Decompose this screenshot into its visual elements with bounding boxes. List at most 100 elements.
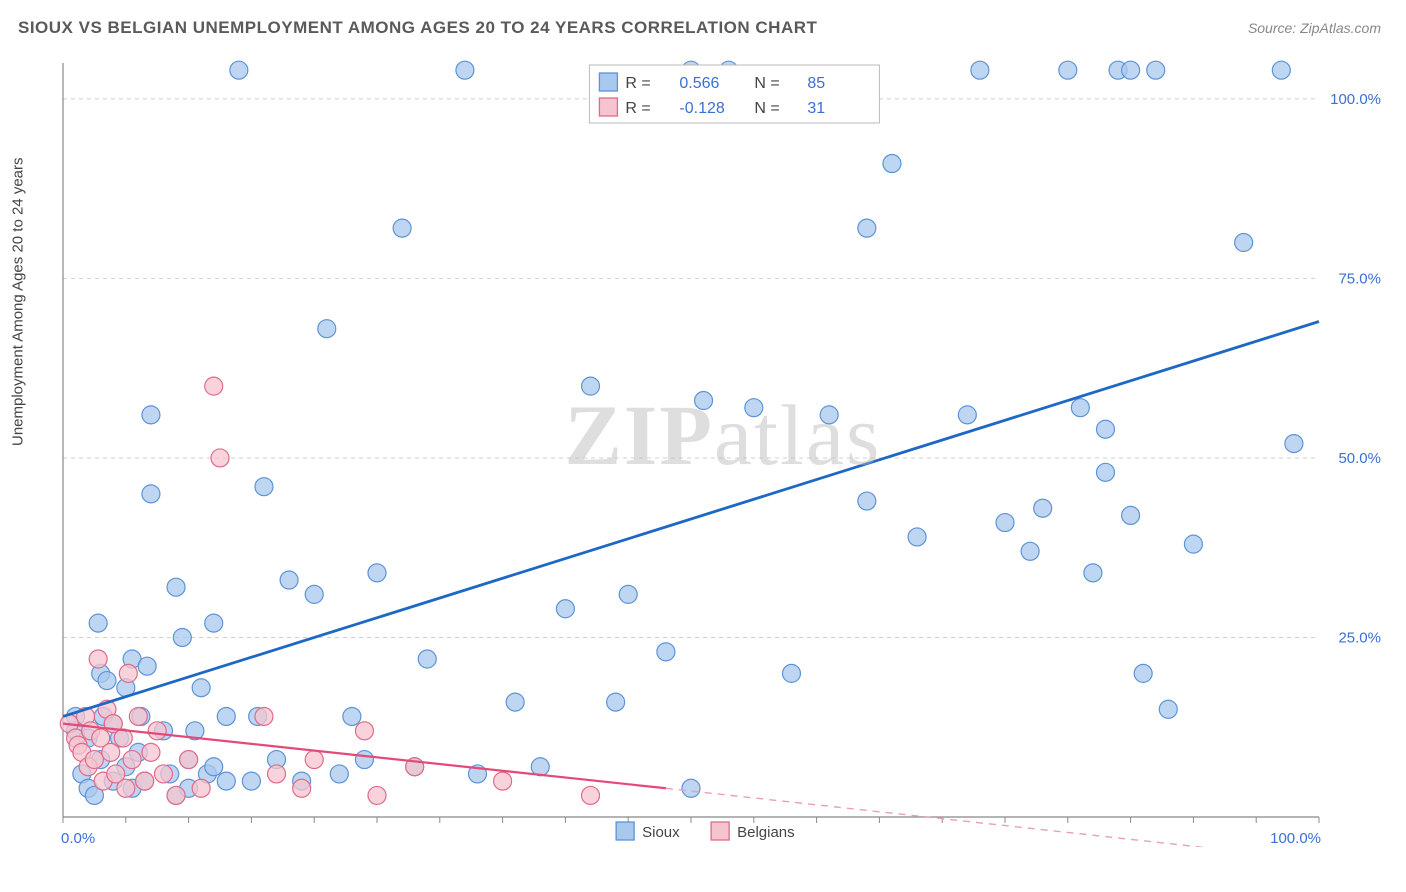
data-point-belgians bbox=[85, 751, 103, 769]
data-point-belgians bbox=[180, 751, 198, 769]
data-point-sioux bbox=[368, 564, 386, 582]
data-point-sioux bbox=[330, 765, 348, 783]
data-point-belgians bbox=[167, 786, 185, 804]
data-point-sioux bbox=[1084, 564, 1102, 582]
data-point-sioux bbox=[205, 614, 223, 632]
data-point-sioux bbox=[305, 585, 323, 603]
data-point-sioux bbox=[1059, 61, 1077, 79]
data-point-sioux bbox=[242, 772, 260, 790]
data-point-sioux bbox=[1096, 463, 1114, 481]
data-point-sioux bbox=[456, 61, 474, 79]
data-point-sioux bbox=[506, 693, 524, 711]
data-point-belgians bbox=[129, 707, 147, 725]
y-tick-label: 25.0% bbox=[1338, 629, 1381, 646]
data-point-sioux bbox=[98, 672, 116, 690]
data-point-belgians bbox=[117, 779, 135, 797]
data-point-belgians bbox=[192, 779, 210, 797]
data-point-sioux bbox=[230, 61, 248, 79]
x-tick-label-max: 100.0% bbox=[1270, 830, 1321, 847]
data-point-sioux bbox=[1184, 535, 1202, 553]
data-point-sioux bbox=[682, 779, 700, 797]
data-point-sioux bbox=[1272, 61, 1290, 79]
data-point-sioux bbox=[908, 528, 926, 546]
data-point-sioux bbox=[138, 657, 156, 675]
data-point-belgians bbox=[211, 449, 229, 467]
data-point-sioux bbox=[1122, 61, 1140, 79]
data-point-belgians bbox=[142, 743, 160, 761]
data-point-sioux bbox=[657, 643, 675, 661]
data-point-sioux bbox=[607, 693, 625, 711]
data-point-sioux bbox=[280, 571, 298, 589]
data-point-sioux bbox=[173, 628, 191, 646]
legend-r-label2: R = bbox=[625, 100, 650, 117]
chart-title: SIOUX VS BELGIAN UNEMPLOYMENT AMONG AGES… bbox=[18, 18, 817, 38]
data-point-sioux bbox=[167, 578, 185, 596]
data-point-belgians bbox=[123, 751, 141, 769]
data-point-sioux bbox=[343, 707, 361, 725]
legend-n-belgians: 31 bbox=[807, 100, 825, 117]
data-point-belgians bbox=[494, 772, 512, 790]
data-point-sioux bbox=[1034, 499, 1052, 517]
legend-r-sioux: 0.566 bbox=[679, 75, 719, 92]
data-point-belgians bbox=[268, 765, 286, 783]
legend-n-sioux: 85 bbox=[807, 75, 825, 92]
data-point-sioux bbox=[355, 751, 373, 769]
data-point-belgians bbox=[355, 722, 373, 740]
y-axis-label: Unemployment Among Ages 20 to 24 years bbox=[10, 157, 27, 446]
data-point-belgians bbox=[582, 786, 600, 804]
data-point-sioux bbox=[1021, 542, 1039, 560]
data-point-sioux bbox=[556, 600, 574, 618]
legend-swatch-sioux bbox=[599, 73, 617, 91]
data-point-belgians bbox=[89, 650, 107, 668]
data-point-sioux bbox=[142, 406, 160, 424]
data-point-sioux bbox=[418, 650, 436, 668]
data-point-sioux bbox=[1071, 399, 1089, 417]
data-point-sioux bbox=[393, 219, 411, 237]
data-point-belgians bbox=[205, 377, 223, 395]
data-point-sioux bbox=[142, 485, 160, 503]
data-point-sioux bbox=[971, 61, 989, 79]
data-point-sioux bbox=[883, 155, 901, 173]
data-point-sioux bbox=[619, 585, 637, 603]
data-point-belgians bbox=[136, 772, 154, 790]
data-point-belgians bbox=[154, 765, 172, 783]
scatter-plot: 25.0% 50.0% 75.0% 100.0% 0.0% 100.0% R = 0.566 N… bbox=[55, 55, 1391, 847]
legend-swatch-sioux-bottom bbox=[616, 822, 634, 840]
data-point-sioux bbox=[858, 219, 876, 237]
data-point-belgians bbox=[255, 707, 273, 725]
data-point-belgians bbox=[119, 664, 137, 682]
legend-swatch-belgians-bottom bbox=[711, 822, 729, 840]
legend-swatch-belgians bbox=[599, 98, 617, 116]
data-point-sioux bbox=[318, 320, 336, 338]
data-point-sioux bbox=[858, 492, 876, 510]
legend-n-label2: N = bbox=[754, 100, 779, 117]
data-point-sioux bbox=[255, 478, 273, 496]
data-point-sioux bbox=[1147, 61, 1165, 79]
data-point-sioux bbox=[1122, 506, 1140, 524]
data-point-sioux bbox=[1096, 420, 1114, 438]
data-point-belgians bbox=[148, 722, 166, 740]
data-point-sioux bbox=[1134, 664, 1152, 682]
y-tick-label: 100.0% bbox=[1330, 91, 1381, 108]
data-point-sioux bbox=[1285, 435, 1303, 453]
data-point-sioux bbox=[205, 758, 223, 776]
data-point-sioux bbox=[217, 707, 235, 725]
legend-n-label: N = bbox=[754, 75, 779, 92]
data-point-sioux bbox=[820, 406, 838, 424]
data-point-sioux bbox=[582, 377, 600, 395]
data-point-belgians bbox=[102, 743, 120, 761]
data-point-sioux bbox=[192, 679, 210, 697]
data-point-sioux bbox=[958, 406, 976, 424]
data-point-sioux bbox=[1235, 234, 1253, 252]
legend-r-label: R = bbox=[625, 75, 650, 92]
data-point-belgians bbox=[305, 751, 323, 769]
y-tick-label: 75.0% bbox=[1338, 270, 1381, 287]
legend-r-belgians: -0.128 bbox=[679, 100, 724, 117]
data-point-belgians bbox=[293, 779, 311, 797]
x-tick-label-min: 0.0% bbox=[61, 830, 95, 847]
legend-label-belgians: Belgians bbox=[737, 824, 795, 841]
data-point-sioux bbox=[782, 664, 800, 682]
y-tick-label: 50.0% bbox=[1338, 450, 1381, 467]
source-attribution: Source: ZipAtlas.com bbox=[1248, 20, 1381, 36]
data-point-sioux bbox=[1159, 700, 1177, 718]
